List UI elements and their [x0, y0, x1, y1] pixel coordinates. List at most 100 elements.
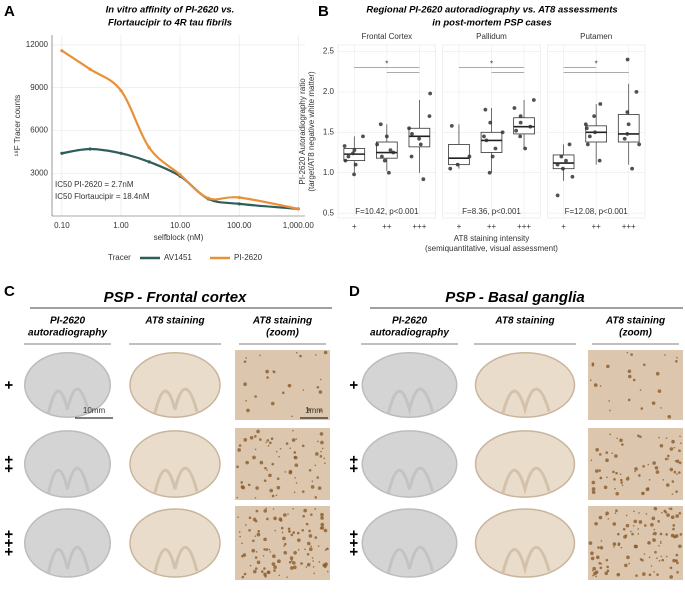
tissue-fold: [153, 387, 199, 414]
series-line: [61, 49, 299, 210]
stain-dot: [680, 442, 682, 444]
stain-dot: [605, 514, 608, 516]
stain-dot: [653, 506, 658, 511]
row-label: +++: [0, 530, 17, 557]
stain-dot: [606, 565, 609, 569]
stain-dot: [671, 480, 675, 483]
data-point: [342, 144, 347, 148]
stain-dot: [605, 558, 609, 562]
stain-dot: [654, 466, 659, 470]
stain-dot: [589, 379, 592, 382]
stain-dot: [638, 512, 640, 514]
stain-dot: [314, 496, 318, 499]
stain-dot: [310, 513, 313, 516]
stain-dot: [650, 565, 653, 567]
stain-dot: [278, 455, 280, 458]
data-point: [410, 132, 414, 136]
stain-dot: [309, 547, 313, 551]
y-tick-label: 1.0: [323, 168, 335, 177]
stain-dot: [678, 461, 682, 465]
row-label: ++: [0, 455, 17, 473]
stain-dot: [276, 485, 281, 490]
stain-dot: [317, 486, 322, 490]
data-point: [500, 130, 505, 135]
stain-dot: [605, 458, 609, 462]
stain-dot: [670, 515, 675, 520]
tissue-section: [24, 508, 111, 578]
data-point: [427, 114, 432, 119]
stain-dot: [667, 454, 670, 458]
stain-dot: [264, 466, 267, 470]
column-header: PI-2620: [392, 316, 427, 327]
stain-dot: [606, 476, 608, 479]
stain-dot: [277, 559, 281, 564]
stain-dot: [592, 566, 596, 571]
data-point: [407, 126, 411, 131]
stain-dot: [588, 541, 593, 545]
stain-dot: [652, 461, 656, 465]
stain-dot: [239, 535, 241, 538]
stain-dot: [598, 453, 602, 456]
stain-dot: [275, 494, 278, 497]
stain-dot: [630, 530, 632, 533]
x-tick-label: 1,000.00: [283, 221, 315, 230]
legend-title: Tracer: [108, 253, 131, 262]
x-tick-label: 0.10: [54, 221, 70, 230]
stain-dot: [594, 570, 599, 574]
stain-dot: [609, 409, 611, 412]
stain-dot: [293, 451, 297, 454]
stain-dot: [279, 447, 282, 450]
stain-dot: [658, 436, 660, 439]
stain-dot: [288, 560, 292, 564]
data-point: [417, 136, 421, 141]
stain-dot: [615, 491, 620, 496]
stain-dot: [672, 558, 676, 563]
stain-dot: [241, 575, 245, 579]
stain-dot: [648, 573, 652, 577]
data-point: [493, 146, 498, 151]
stain-dot: [243, 572, 247, 576]
zoom-image: [588, 428, 683, 500]
x-tick-label: +++: [622, 222, 636, 231]
stain-dot: [256, 560, 261, 565]
stain-dot: [638, 474, 641, 477]
tissue-fold: [501, 545, 551, 575]
data-point: [598, 102, 603, 106]
data-point: [147, 145, 151, 150]
stain-dot: [608, 400, 610, 402]
stain-dot: [625, 514, 628, 517]
stain-dot: [626, 555, 630, 560]
x-tick-label: 1.00: [113, 221, 129, 230]
stain-dot: [320, 440, 324, 445]
stain-dot: [254, 448, 257, 451]
stain-dot: [676, 570, 679, 574]
stain-dot: [662, 479, 665, 481]
x-tick-label: ++: [487, 222, 497, 231]
stain-dot: [262, 555, 265, 557]
data-point: [352, 172, 356, 177]
stain-dot: [301, 444, 305, 448]
stain-dot: [592, 574, 594, 577]
stain-dot: [675, 490, 678, 493]
stain-dot: [651, 516, 656, 521]
stain-dot: [266, 439, 270, 442]
data-point: [585, 142, 590, 147]
stain-dot: [293, 565, 297, 570]
stain-dot: [301, 490, 305, 493]
stain-dot: [678, 511, 682, 515]
stain-dot: [652, 538, 656, 542]
stain-dot: [240, 485, 245, 489]
stain-dot: [272, 370, 274, 372]
y-axis-label: (target/AT8 negative white matter): [307, 71, 316, 192]
stain-dot: [594, 521, 598, 526]
stain-dot: [647, 541, 651, 545]
stain-dot: [595, 447, 599, 452]
stain-dot: [292, 429, 294, 432]
stain-dot: [306, 552, 310, 556]
stain-dot: [302, 514, 305, 518]
stain-dot: [323, 457, 325, 460]
stain-dot: [245, 460, 249, 465]
stain-dot: [259, 460, 264, 465]
data-point: [296, 207, 300, 211]
